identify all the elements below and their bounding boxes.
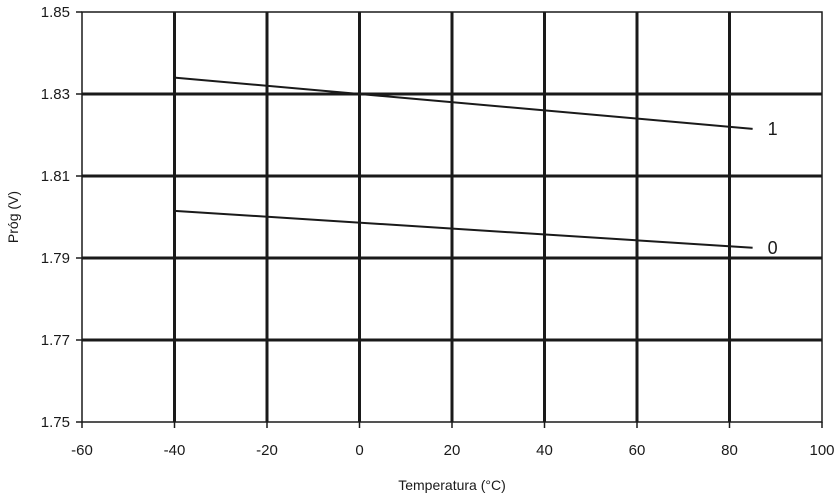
series-group: 10 [174, 76, 778, 258]
gridlines [82, 12, 822, 422]
x-tick-label: -60 [71, 442, 93, 459]
x-tick-label: 100 [809, 442, 834, 459]
x-tick-label: 60 [629, 442, 646, 459]
x-tick-label: 0 [355, 442, 363, 459]
x-tick-label: -20 [256, 442, 278, 459]
series-label-0: 0 [768, 238, 778, 258]
y-tick-label: 1.77 [41, 332, 70, 349]
y-tick-label: 1.85 [41, 4, 70, 21]
x-axis-ticks: -60 -40 -20 0 20 40 60 80 100 [71, 422, 835, 459]
series-line-1 [174, 76, 753, 130]
y-tick-label: 1.81 [41, 168, 70, 185]
x-axis-title: Temperatura (°C) [398, 477, 506, 493]
y-tick-label: 1.83 [41, 86, 70, 103]
y-tick-label: 1.75 [41, 414, 70, 431]
y-axis-title: Próg (V) [5, 191, 21, 243]
x-tick-label: 80 [721, 442, 738, 459]
series-label-1: 1 [768, 119, 778, 139]
x-tick-label: 40 [536, 442, 553, 459]
y-axis-ticks: 1.75 1.77 1.79 1.81 1.83 1.85 [41, 4, 82, 431]
x-tick-label: 20 [444, 442, 461, 459]
series-line-0 [174, 209, 753, 249]
x-tick-label: -40 [164, 442, 186, 459]
y-tick-label: 1.79 [41, 250, 70, 267]
